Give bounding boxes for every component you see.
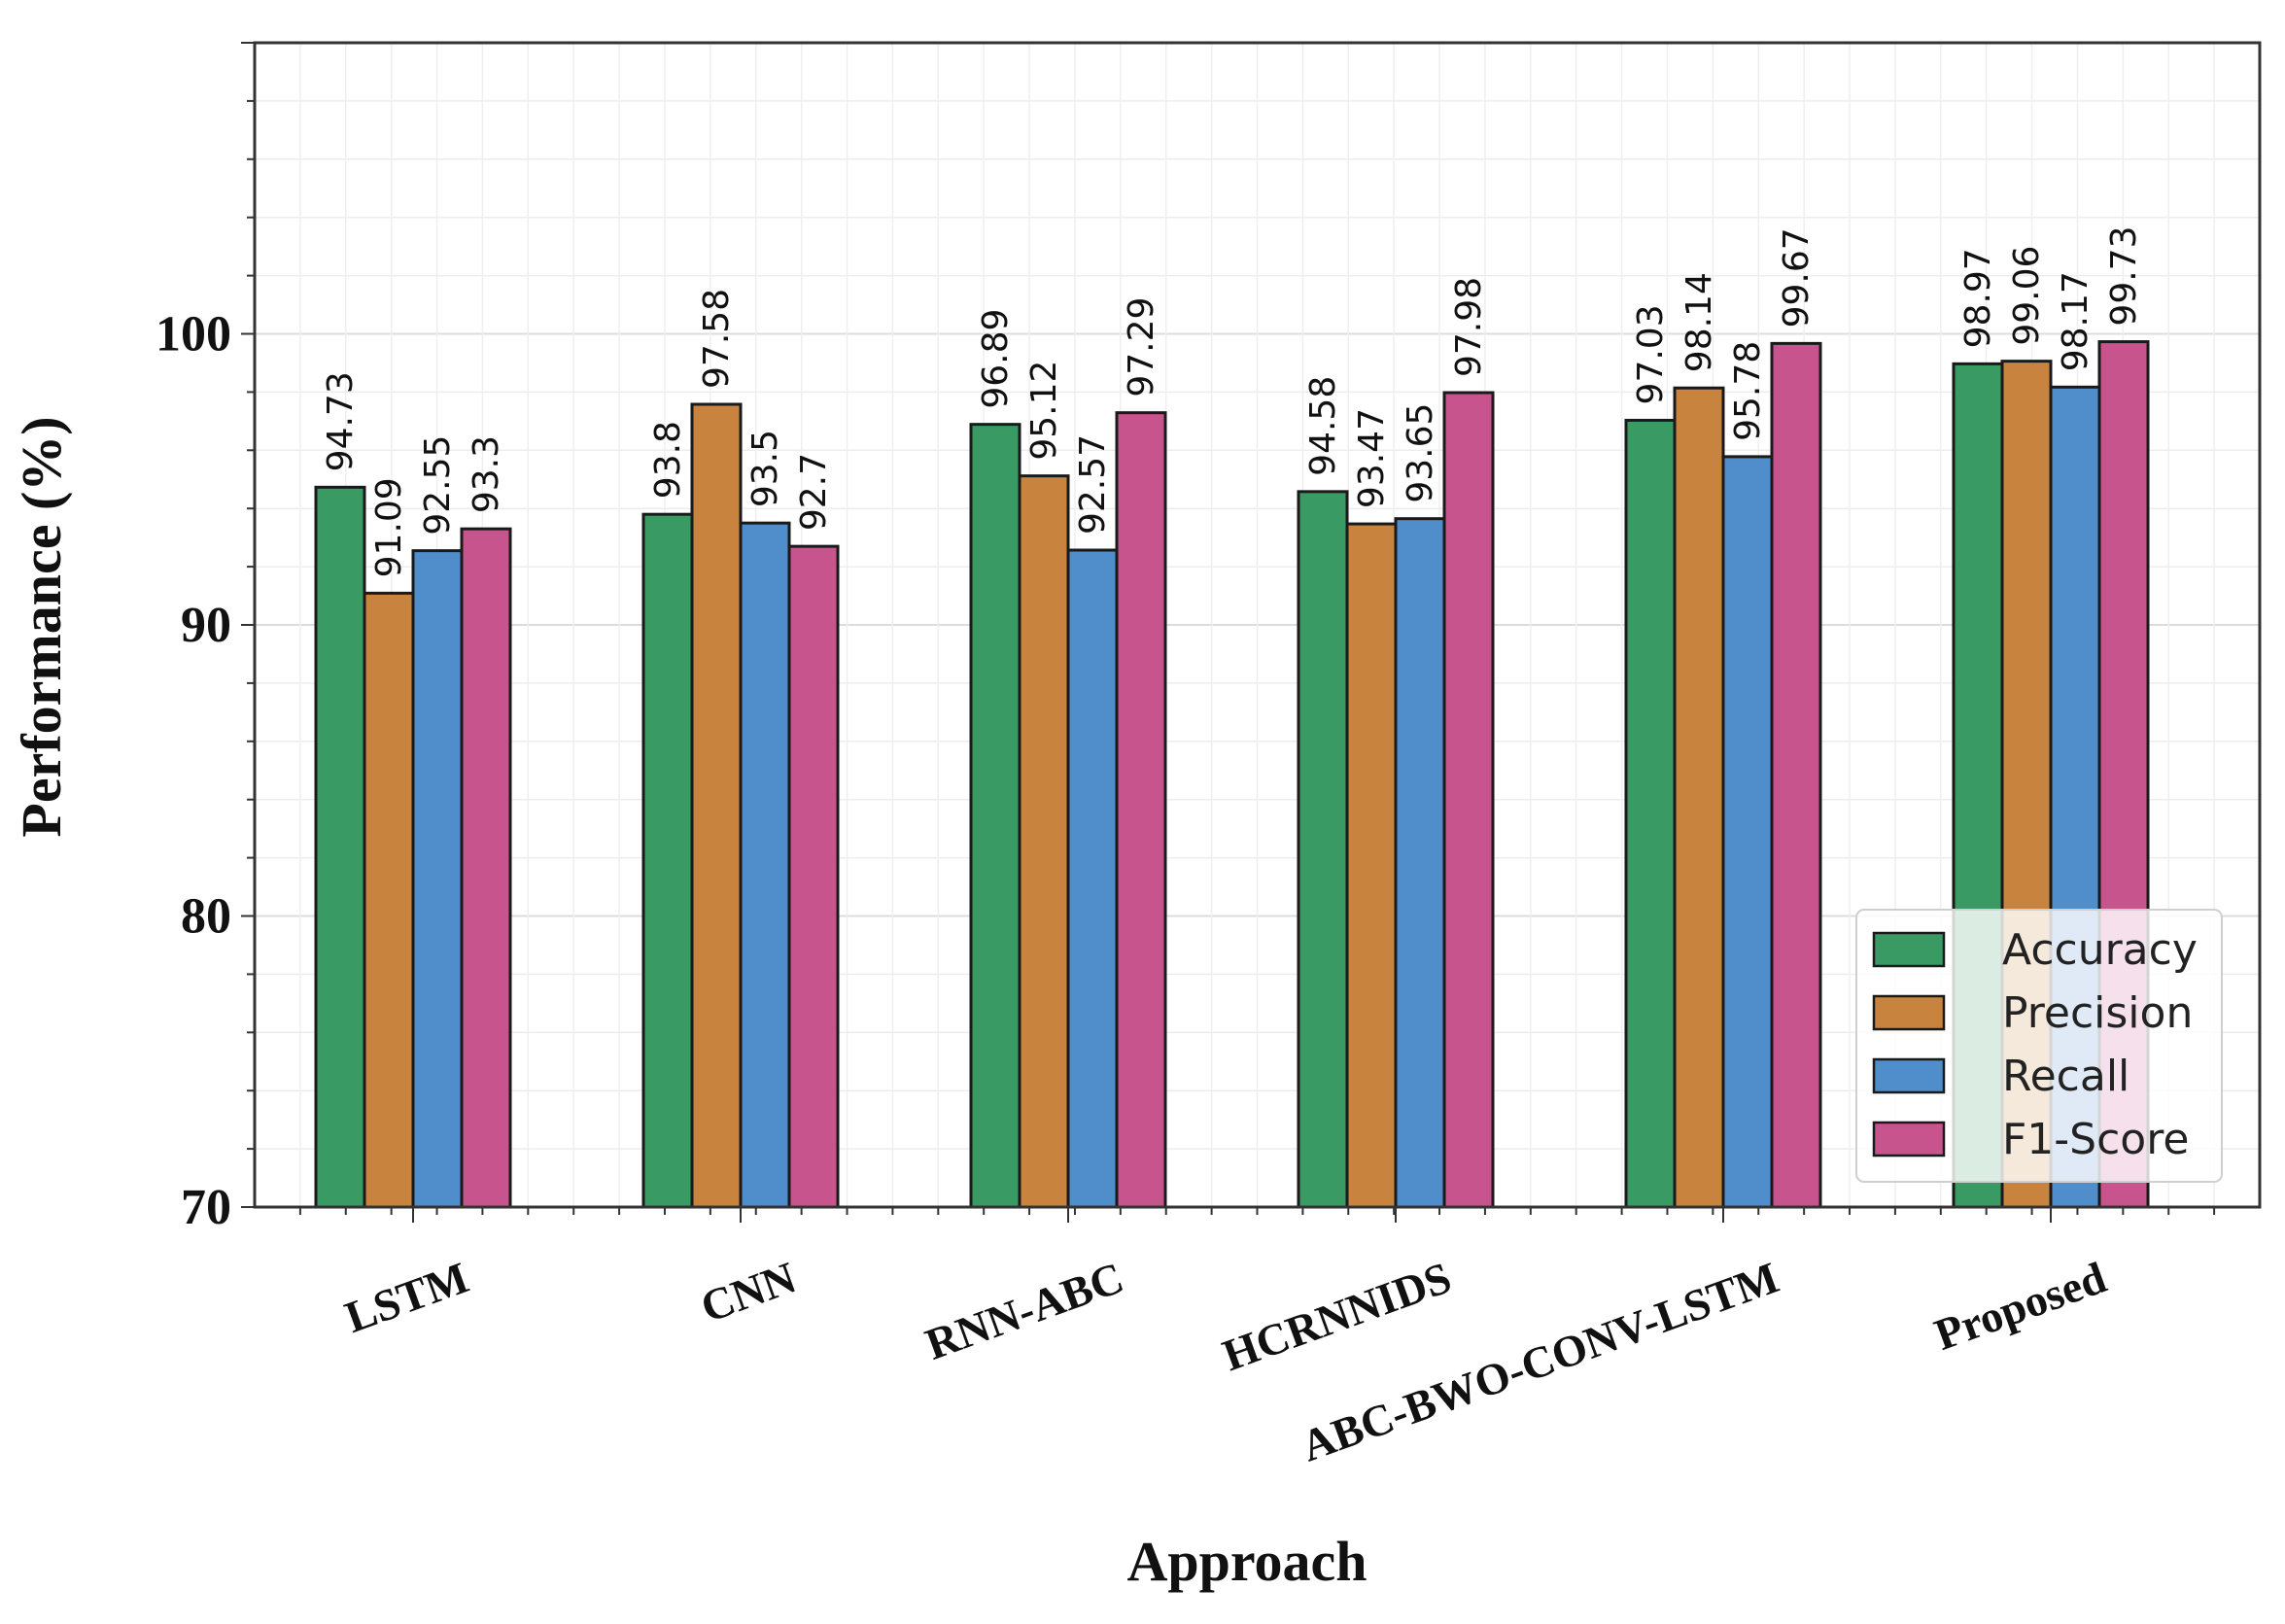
x-tick-label: Proposed <box>1928 1252 2113 1360</box>
bar-accuracy-abc-bwo-conv-lstm <box>1624 418 1677 1209</box>
bar-value-label: 93.5 <box>745 430 785 507</box>
legend-label: Accuracy <box>2002 925 2198 975</box>
bar-accuracy-hcrnnids <box>1297 490 1349 1209</box>
bar-value-label: 97.58 <box>697 289 737 389</box>
bar-value-label: 96.89 <box>976 309 1016 409</box>
y-tick-label: 70 <box>181 1180 231 1235</box>
y-tick-label: 100 <box>156 307 231 363</box>
y-axis-title: Performance (%) <box>10 416 73 837</box>
y-tick-label: 80 <box>181 889 231 945</box>
legend: Accuracy Precision Recall F1-Score <box>1855 909 2223 1183</box>
y-tick-label: 90 <box>181 598 231 653</box>
bar-recall-abc-bwo-conv-lstm <box>1721 455 1774 1209</box>
bar-precision-hcrnnids <box>1345 522 1398 1209</box>
legend-swatch <box>1872 1121 1946 1158</box>
bar-precision-cnn <box>690 402 743 1209</box>
x-tick-label: RNN-ABC <box>919 1252 1130 1368</box>
bar-recall-rnn-abc <box>1066 548 1119 1209</box>
x-tick-label: HCRNNIDS <box>1216 1252 1457 1380</box>
bar-f1-score-lstm <box>460 527 512 1209</box>
bar-value-label: 92.57 <box>1073 434 1113 535</box>
bar-value-label: 94.58 <box>1303 376 1343 476</box>
bar-accuracy-cnn <box>641 512 694 1209</box>
bar-recall-lstm <box>411 549 464 1209</box>
bar-accuracy-lstm <box>314 485 366 1209</box>
bar-value-label: 93.65 <box>1401 403 1440 503</box>
bar-value-label: 92.7 <box>794 453 834 531</box>
bar-recall-hcrnnids <box>1394 517 1446 1209</box>
bar-f1-score-hcrnnids <box>1442 391 1495 1209</box>
x-tick-label: CNN <box>694 1252 802 1331</box>
bar-accuracy-rnn-abc <box>969 423 1021 1209</box>
legend-swatch <box>1872 994 1946 1031</box>
bar-value-label: 99.73 <box>2104 226 2144 327</box>
bar-value-label: 93.8 <box>648 421 688 499</box>
bar-value-label: 97.29 <box>1122 297 1161 397</box>
bar-precision-abc-bwo-conv-lstm <box>1673 386 1725 1209</box>
bar-value-label: 95.78 <box>1728 341 1768 441</box>
bar-value-label: 98.14 <box>1679 272 1719 372</box>
bar-value-label: 93.3 <box>467 435 506 513</box>
legend-swatch <box>1872 1057 1946 1094</box>
bar-value-label: 93.47 <box>1352 408 1392 508</box>
bar-recall-cnn <box>739 521 791 1209</box>
bar-f1-score-abc-bwo-conv-lstm <box>1770 341 1822 1209</box>
legend-swatch <box>1872 931 1946 968</box>
bar-f1-score-rnn-abc <box>1115 411 1167 1209</box>
bar-value-label: 98.97 <box>1958 248 1998 348</box>
legend-label: Recall <box>2002 1052 2129 1101</box>
bar-value-label: 98.17 <box>2056 271 2095 371</box>
legend-label: Precision <box>2002 988 2193 1038</box>
legend-box <box>1855 909 2223 1183</box>
x-tick-label: LSTM <box>338 1252 474 1342</box>
bar-value-label: 97.98 <box>1449 277 1489 377</box>
bar-precision-rnn-abc <box>1018 474 1070 1209</box>
bar-value-label: 91.09 <box>369 477 409 577</box>
x-axis-title: Approach <box>1126 1530 1367 1593</box>
bar-value-label: 92.55 <box>418 435 458 536</box>
bar-value-label: 94.73 <box>321 371 361 471</box>
bar-value-label: 95.12 <box>1024 361 1064 461</box>
bar-value-label: 99.06 <box>2007 246 2047 346</box>
bar-value-label: 97.03 <box>1631 304 1671 404</box>
bar-f1-score-cnn <box>787 544 840 1209</box>
bars <box>314 340 2150 1209</box>
bar-precision-lstm <box>363 591 415 1209</box>
legend-label: F1-Score <box>2002 1115 2189 1164</box>
bar-value-label: 99.67 <box>1777 227 1817 328</box>
